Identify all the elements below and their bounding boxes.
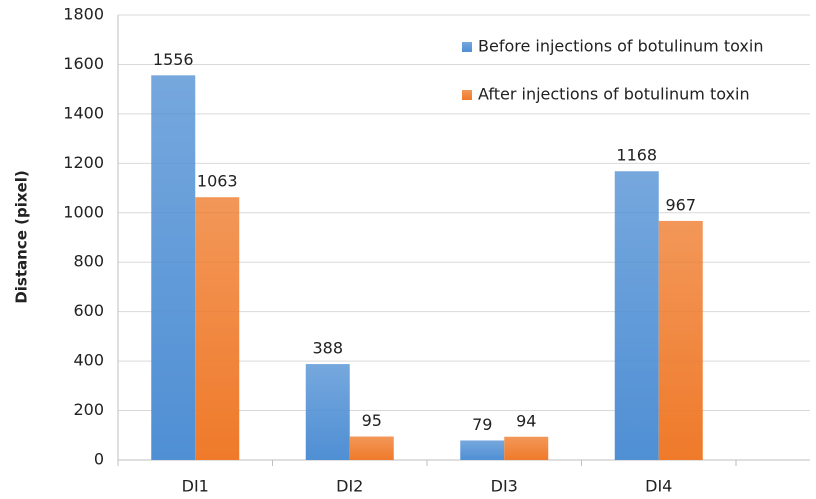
bar <box>349 436 394 460</box>
legend-swatch <box>462 42 472 52</box>
bar <box>195 197 240 461</box>
data-label: 967 <box>665 195 696 214</box>
x-tick-label: DI1 <box>182 477 209 496</box>
data-label: 95 <box>362 411 382 430</box>
y-tick-label: 1000 <box>63 202 104 221</box>
y-tick-label: 600 <box>73 301 104 320</box>
bar <box>614 171 659 460</box>
y-tick-label: 1600 <box>63 54 104 73</box>
data-label: 1063 <box>197 172 238 191</box>
legend-label: After injections of botulinum toxin <box>478 85 750 104</box>
y-tick-label: 400 <box>73 351 104 370</box>
bar <box>504 436 549 460</box>
data-label: 388 <box>312 339 343 358</box>
data-label: 1556 <box>153 50 194 69</box>
y-tick-label: 1400 <box>63 103 104 122</box>
data-label: 94 <box>516 411 536 430</box>
y-tick-label: 1200 <box>63 153 104 172</box>
y-tick-label: 200 <box>73 400 104 419</box>
legend-label: Before injections of botulinum toxin <box>478 37 763 56</box>
y-axis-title: Distance (pixel) <box>13 170 31 303</box>
bar <box>151 75 196 461</box>
data-label: 1168 <box>616 146 657 165</box>
bar <box>658 220 703 460</box>
x-tick-label: DI3 <box>491 477 518 496</box>
data-label: 79 <box>472 415 492 434</box>
x-tick-label: DI4 <box>645 477 672 496</box>
y-tick-label: 1800 <box>63 5 104 24</box>
x-tick-label: DI2 <box>336 477 363 496</box>
legend-swatch <box>462 90 472 100</box>
y-tick-label: 0 <box>94 450 104 469</box>
bar <box>305 364 350 460</box>
bar <box>460 440 505 460</box>
y-tick-label: 800 <box>73 252 104 271</box>
